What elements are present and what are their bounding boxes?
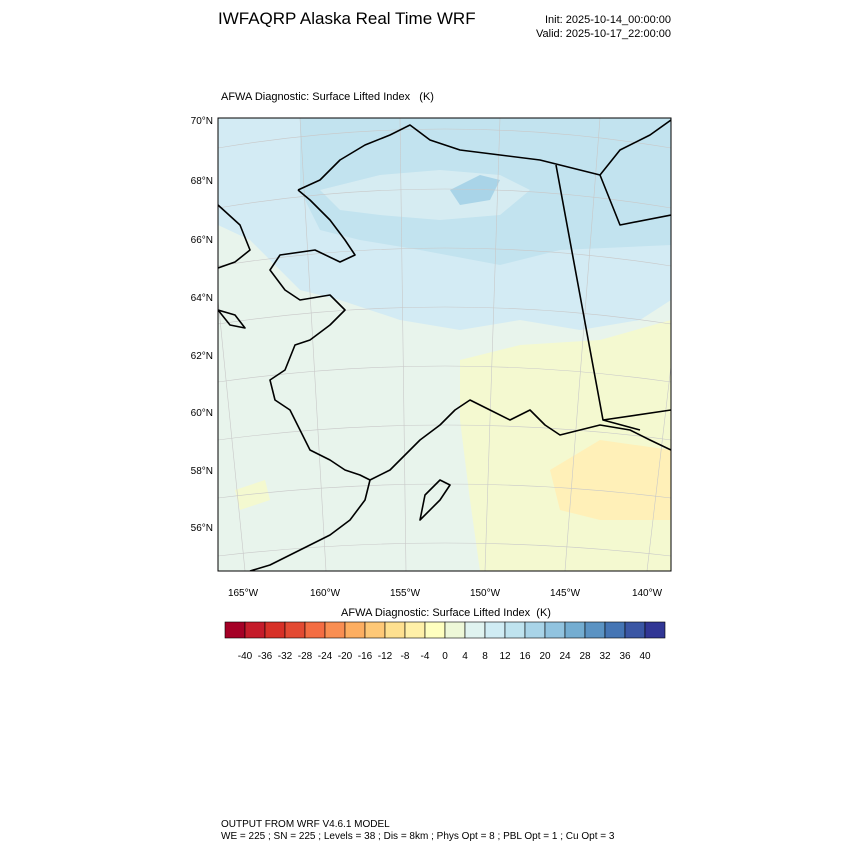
title: IWFAQRP Alaska Real Time WRF <box>218 9 476 28</box>
lat-label: 70°N <box>191 116 213 127</box>
lat-label: 58°N <box>191 466 213 477</box>
lat-label: 64°N <box>191 293 213 304</box>
colorbar-label: 28 <box>579 651 591 662</box>
colorbar-box <box>644 621 666 639</box>
colorbar-box <box>404 621 426 639</box>
colorbar-label: -28 <box>298 651 313 662</box>
colorbar-box <box>484 621 506 639</box>
colorbar-box <box>344 621 366 639</box>
colorbar-box <box>364 621 386 639</box>
footer-line: WE = 225 ; SN = 225 ; Levels = 38 ; Dis … <box>221 831 615 842</box>
map-field <box>218 118 671 571</box>
colorbar-box <box>224 621 246 639</box>
colorbar-box <box>324 621 346 639</box>
map-subtitle: AFWA Diagnostic: Surface Lifted Index (K… <box>221 91 434 103</box>
colorbar-label: 4 <box>462 651 468 662</box>
colorbar-label: -40 <box>238 651 253 662</box>
lat-label: 62°N <box>191 351 213 362</box>
colorbar-label: 32 <box>599 651 611 662</box>
colorbar-label: 40 <box>639 651 651 662</box>
colorbar-box <box>444 621 466 639</box>
colorbar-box <box>304 621 326 639</box>
colorbar-label: 0 <box>442 651 448 662</box>
footer-line: OUTPUT FROM WRF V4.6.1 MODEL <box>221 819 390 830</box>
colorbar-box <box>464 621 486 639</box>
colorbar-label: -4 <box>421 651 430 662</box>
lat-labels: 70°N 68°N 66°N 64°N 62°N 60°N 58°N 56°N <box>191 116 213 534</box>
colorbar-box <box>584 621 606 639</box>
lat-label: 56°N <box>191 523 213 534</box>
colorbar-label: -8 <box>401 651 410 662</box>
colorbar-label: -32 <box>278 651 293 662</box>
lat-label: 66°N <box>191 235 213 246</box>
lon-label: 155°W <box>390 588 421 599</box>
lat-label: 60°N <box>191 408 213 419</box>
lon-label: 140°W <box>632 588 663 599</box>
colorbar-label: 16 <box>519 651 531 662</box>
colorbar-label: 36 <box>619 651 631 662</box>
colorbar-label: -16 <box>358 651 373 662</box>
colorbar-box <box>264 621 286 639</box>
lon-label: 165°W <box>228 588 259 599</box>
lon-label: 150°W <box>470 588 501 599</box>
map-frame <box>217 117 672 572</box>
colorbar-label: 24 <box>559 651 571 662</box>
colorbar-box <box>244 621 266 639</box>
lat-label: 68°N <box>191 176 213 187</box>
colorbar-box <box>384 621 406 639</box>
colorbar-label: 8 <box>482 651 488 662</box>
colorbar-label: -20 <box>338 651 353 662</box>
colorbar-label: -36 <box>258 651 273 662</box>
colorbar-box <box>544 621 566 639</box>
colorbar-box <box>504 621 526 639</box>
colorbar-box <box>524 621 546 639</box>
colorbar-box <box>624 621 646 639</box>
colorbar-label: -24 <box>318 651 333 662</box>
lon-labels: 165°W 160°W 155°W 150°W 145°W 140°W <box>228 588 663 599</box>
valid-time: Valid: 2025-10-17_22:00:00 <box>536 28 671 40</box>
colorbar: -40 -36 -32 -28 -24 -20 -16 -12 -8 -4 0 4 8 12 16 20 24 2… <box>224 621 666 662</box>
colorbar-label: 20 <box>539 651 551 662</box>
graticule <box>218 118 671 571</box>
colorbar-title: AFWA Diagnostic: Surface Lifted Index (K… <box>341 607 551 619</box>
colorbar-box <box>564 621 586 639</box>
colorbar-label: -12 <box>378 651 393 662</box>
lon-label: 145°W <box>550 588 581 599</box>
colorbar-label: 12 <box>499 651 511 662</box>
colorbar-box <box>284 621 306 639</box>
colorbar-box <box>604 621 626 639</box>
lon-label: 160°W <box>310 588 341 599</box>
colorbar-box <box>424 621 446 639</box>
init-time: Init: 2025-10-14_00:00:00 <box>545 14 671 26</box>
coastline <box>218 119 671 571</box>
